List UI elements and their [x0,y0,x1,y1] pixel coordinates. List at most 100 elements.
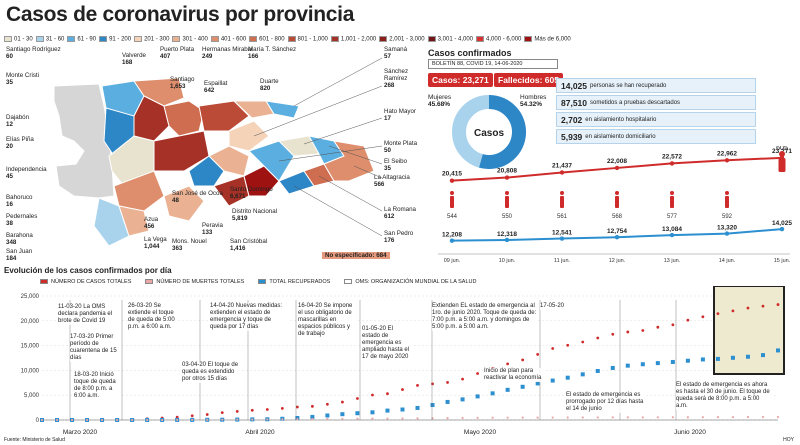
stat-text: en aislamiento hospitalario [585,116,657,123]
evo-ytick: 5,000 [24,393,40,399]
evolution-legend-label: NÚMERO DE CASOS TOTALES [51,279,132,285]
casos-label: 20,808 [497,168,517,175]
label-hermanas-mirabal: Hermanas Mirabal 249 [202,46,253,60]
map-legend-item: 1,001 - 2,000 [330,36,376,43]
label-san-pedro: San Pedro 176 [384,230,414,244]
map-legend-swatch [35,36,44,43]
muertes-marker [386,417,389,420]
label-la-altagracia: La Altagracia 566 [374,174,410,188]
recuperados-marker [430,403,435,408]
fallecidos-pill: Fallecidos: 605 [494,73,563,87]
muertes-marker [85,418,89,422]
map-legend-swatch [427,36,436,43]
evo-ytick: 0 [36,418,40,424]
casos-marker [280,406,284,410]
casos-marker [551,347,555,350]
map-legend-item: 3,001 - 4,000 [427,36,474,43]
casos-marker [596,336,600,340]
label-san-jose-ocoa: San José de Ocoa 48 [172,190,223,204]
prov-monsnouel [208,145,250,177]
casos-point [724,158,730,163]
muertes-marker [221,418,224,421]
stat-value: 5,939 [561,131,583,142]
month-label: Junio 2020 [674,429,706,436]
casos-heading: Casos confirmados [428,48,512,58]
casos-marker [386,392,389,396]
map-legend-swatch [379,36,388,43]
mujeres-label: Mujeres 45.68% [428,94,452,108]
muertes-marker [266,418,269,421]
label-monte-plata: Monte Plata 50 [384,140,418,154]
map-legend-swatch [249,36,258,43]
muertes-marker [626,416,629,419]
casos-marker [235,409,239,413]
map-legend-label: 4,000 - 6,000 [486,36,522,43]
map-legend-item: 01 - 30 [4,36,33,43]
casos-marker [461,377,464,381]
recuperados-marker [760,353,765,358]
prov-azua [163,185,205,222]
recuperados-marker [520,384,525,389]
muertes-marker [40,418,44,422]
recuperados-marker [700,357,705,362]
province-map: Santiago Rodríguez 60 Monte Cristi 35 Daja… [4,46,424,264]
recuperados-marker [505,387,510,392]
map-legend-label: 601 - 800 [259,36,285,43]
prov-duarte [198,100,250,132]
muertes-marker [206,418,209,421]
note-mascarillas: 16-04-20 Se impone el uso obligatorio de… [298,303,358,338]
map-legend-swatch [67,36,76,43]
muertes-marker [776,415,780,419]
map-legend-swatch [134,36,143,43]
recuperados-marker [370,410,375,415]
casos-marker [536,353,540,356]
recuperados-marker [400,407,405,412]
muertes-marker [506,416,509,419]
note-emergencia-2: Extienden EL estado de emergencia al 1ro… [432,303,538,331]
casos-marker [611,332,615,336]
no-especificado: No especificado: 684 [322,252,390,259]
recuperados-marker [655,361,660,366]
casos-marker [401,388,404,391]
source-label: Fuente: Ministerio de Salud [4,437,65,443]
casos-marker [641,329,645,332]
note-emergencia-1: 01-05-20 El estado de emergencia es ampl… [362,326,412,361]
boletin-label: BOLETÍN 88, COVID 19, 14-06-2020 [428,59,558,69]
label-valverde: Valverde 168 [122,52,146,66]
evolution-legend-label: TOTAL RECUPERADOS [269,279,331,285]
label-maria-t-sanchez: María T. Sánchez 166 [248,46,297,60]
map-legend-item: 4,000 - 6,000 [476,36,521,43]
muertes-marker [551,416,554,419]
death-figure [560,196,564,208]
prov-sanjuan [113,170,165,212]
sex-donut: Casos [452,95,526,169]
casos-marker [701,315,705,319]
page-title: Casos de coronavirus por provincia [6,3,355,26]
note-emergencia-4: El estado de emergencia es ahora es hast… [676,382,772,410]
label-sanchez-ramirez: Sánchez Ramírez 268 [384,68,409,89]
casos-point [559,170,565,175]
casos-panel: Casos confirmados BOLETÍN 88, COVID 19, … [428,46,796,264]
recuperados-point [614,235,620,240]
casos-marker [356,397,359,400]
map-legend-label: 3,001 - 4,000 [437,36,474,43]
casos-marker [581,340,585,344]
label-puerto-plata: Puerto Plata 407 [160,46,195,60]
label-la-vega: La Vega 1,044 [144,236,167,250]
note-cuarentena: 17-03-20 Primer período de cuarentena de… [70,334,120,362]
evolution-legend-swatch [344,279,353,285]
muertes-marker [70,418,74,422]
evo-ytick: 25,000 [21,294,40,300]
recuperados-marker [625,363,630,368]
month-label: Mayo 2020 [464,429,497,436]
map-legend-label: 401 - 600 [220,36,247,43]
hombres-label: Hombres 54.32% [520,94,547,108]
month-label: Marzo 2020 [63,429,98,436]
muertes-label: 550 [502,214,513,220]
muertes-marker [311,418,314,421]
label-santiago: Santiago 1,653 [170,76,195,90]
casos-marker [746,306,750,310]
label-duarte: Duarte 820 [260,78,279,92]
muertes-marker [176,418,179,422]
label-pedernales: Pedernales 38 [6,213,38,227]
